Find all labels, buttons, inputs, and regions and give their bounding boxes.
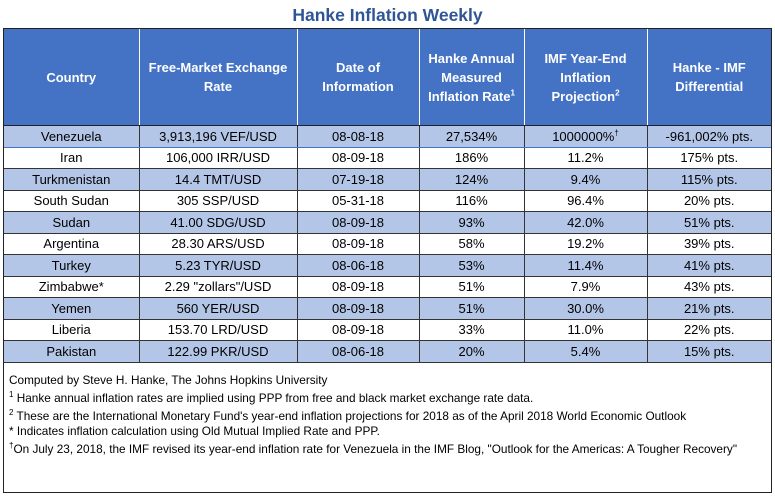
- table-header-row: Country Free-Market Exchange Rate Date o…: [4, 29, 771, 126]
- differential-cell: 51% pts.: [647, 211, 771, 234]
- country-cell: Iran: [4, 147, 140, 169]
- header-hanke-rate: Hanke Annual Measured Inflation Rate1: [419, 29, 525, 126]
- date-cell: 08-09-18: [297, 233, 420, 255]
- country-cell: Turkey: [4, 254, 140, 277]
- table-row: South Sudan 305 SSP/USD 05-31-18 116% 96.4% 2…: [4, 190, 771, 212]
- hanke-rate-cell: 93%: [419, 211, 525, 234]
- hanke-rate-cell: 33%: [419, 319, 525, 341]
- table-row: Turkey 5.23 TYR/USD 08-06-18 53% 11.4% 41% pt…: [4, 254, 771, 277]
- header-country: Country: [4, 29, 140, 126]
- exchange-rate-cell: 28.30 ARS/USD: [139, 233, 298, 255]
- imf-projection-cell: 7.9%: [524, 276, 648, 298]
- table-row: Zimbabwe* 2.29 "zollars"/USD 08-09-18 51% 7.…: [4, 276, 771, 298]
- exchange-rate-cell: 41.00 SDG/USD: [139, 211, 298, 234]
- exchange-rate-cell: 560 YER/USD: [139, 297, 298, 320]
- country-cell: Yemen: [4, 297, 140, 320]
- hanke-rate-cell: 53%: [419, 254, 525, 277]
- exchange-rate-cell: 305 SSP/USD: [139, 190, 298, 212]
- footnote-dagger: †On July 23, 2018, the IMF revised its y…: [9, 441, 738, 456]
- date-cell: 08-09-18: [297, 297, 420, 320]
- date-cell: 08-06-18: [297, 340, 420, 363]
- country-cell: Turkmenistan: [4, 168, 140, 191]
- date-cell: 08-06-18: [297, 254, 420, 277]
- footnote-marker: 2: [615, 88, 620, 98]
- hanke-rate-cell: 116%: [419, 190, 525, 212]
- table-body: Venezuela 3,913,196 VEF/USD 08-08-18 27,534…: [4, 125, 771, 363]
- exchange-rate-cell: 106,000 IRR/USD: [139, 147, 298, 169]
- hanke-rate-cell: 186%: [419, 147, 525, 169]
- date-cell: 08-09-18: [297, 147, 420, 169]
- date-cell: 08-09-18: [297, 211, 420, 234]
- differential-cell: 175% pts.: [647, 147, 771, 169]
- differential-cell: 21% pts.: [647, 297, 771, 320]
- table-row: Iran 106,000 IRR/USD 08-09-18 186% 11.2% 175%…: [4, 147, 771, 169]
- footnote-2: 2 These are the International Monetary F…: [9, 408, 687, 423]
- imf-projection-cell: 30.0%: [524, 297, 648, 320]
- footnotes: Computed by Steve H. Hanke, The Johns Ho…: [9, 373, 769, 457]
- table-row: Venezuela 3,913,196 VEF/USD 08-08-18 27,534…: [4, 125, 771, 148]
- date-cell: 08-09-18: [297, 319, 420, 341]
- exchange-rate-cell: 2.29 "zollars"/USD: [139, 276, 298, 298]
- imf-projection-cell: 19.2%: [524, 233, 648, 255]
- footnote-1: 1 Hanke annual inflation rates are impli…: [9, 390, 534, 405]
- imf-projection-cell: 9.4%: [524, 168, 648, 191]
- differential-cell: 20% pts.: [647, 190, 771, 212]
- exchange-rate-cell: 3,913,196 VEF/USD: [139, 125, 298, 148]
- imf-projection-cell: 5.4%: [524, 340, 648, 363]
- imf-projection-cell: 11.4%: [524, 254, 648, 277]
- date-cell: 08-09-18: [297, 276, 420, 298]
- credit-line: Computed by Steve H. Hanke, The Johns Ho…: [9, 373, 328, 387]
- imf-projection-cell: 1000000%†: [524, 125, 648, 148]
- exchange-rate-cell: 14.4 TMT/USD: [139, 168, 298, 191]
- date-cell: 08-08-18: [297, 125, 420, 148]
- country-cell: Argentina: [4, 233, 140, 255]
- country-cell: South Sudan: [4, 190, 140, 212]
- country-cell: Liberia: [4, 319, 140, 341]
- header-differential: Hanke - IMF Differential: [647, 29, 771, 126]
- date-cell: 05-31-18: [297, 190, 420, 212]
- differential-cell: 22% pts.: [647, 319, 771, 341]
- exchange-rate-cell: 122.99 PKR/USD: [139, 340, 298, 363]
- imf-projection-cell: 11.2%: [524, 147, 648, 169]
- hanke-rate-cell: 58%: [419, 233, 525, 255]
- exchange-rate-cell: 153.70 LRD/USD: [139, 319, 298, 341]
- table-frame: [3, 28, 772, 493]
- differential-cell: 43% pts.: [647, 276, 771, 298]
- differential-cell: -961,002% pts.: [647, 125, 771, 148]
- header-imf-projection: IMF Year-End Inflation Projection2: [524, 29, 648, 126]
- table-row: Sudan 41.00 SDG/USD 08-09-18 93% 42.0% 51% pt…: [4, 211, 771, 234]
- footnote-marker: 1: [510, 88, 515, 98]
- hanke-rate-cell: 51%: [419, 297, 525, 320]
- table-row: Liberia 153.70 LRD/USD 08-09-18 33% 11.0% 22%…: [4, 319, 771, 341]
- page-title: Hanke Inflation Weekly: [292, 5, 483, 25]
- table-row: Argentina 28.30 ARS/USD 08-09-18 58% 19.2% 39…: [4, 233, 771, 255]
- table-row: Pakistan 122.99 PKR/USD 08-06-18 20% 5.4% 15%…: [4, 340, 771, 363]
- table-row: Turkmenistan 14.4 TMT/USD 07-19-18 124% 9.4%…: [4, 168, 771, 191]
- footnote-marker: †: [614, 128, 619, 138]
- country-cell: Venezuela: [4, 125, 140, 148]
- imf-projection-cell: 11.0%: [524, 319, 648, 341]
- exchange-rate-cell: 5.23 TYR/USD: [139, 254, 298, 277]
- imf-projection-cell: 96.4%: [524, 190, 648, 212]
- hanke-rate-cell: 20%: [419, 340, 525, 363]
- differential-cell: 115% pts.: [647, 168, 771, 191]
- date-cell: 07-19-18: [297, 168, 420, 191]
- country-cell: Pakistan: [4, 340, 140, 363]
- country-cell: Sudan: [4, 211, 140, 234]
- hanke-rate-cell: 124%: [419, 168, 525, 191]
- footnote-asterisk: * Indicates inflation calculation using …: [9, 424, 380, 438]
- header-date: Date of Information: [297, 29, 420, 126]
- hanke-rate-cell: 27,534%: [419, 125, 525, 148]
- table-row: Yemen 560 YER/USD 08-09-18 51% 30.0% 21% pts.: [4, 297, 771, 320]
- imf-projection-cell: 42.0%: [524, 211, 648, 234]
- differential-cell: 15% pts.: [647, 340, 771, 363]
- differential-cell: 41% pts.: [647, 254, 771, 277]
- hanke-rate-cell: 51%: [419, 276, 525, 298]
- inflation-table: Country Free-Market Exchange Rate Date o…: [4, 29, 771, 363]
- header-exchange-rate: Free-Market Exchange Rate: [139, 29, 298, 126]
- differential-cell: 39% pts.: [647, 233, 771, 255]
- country-cell: Zimbabwe*: [4, 276, 140, 298]
